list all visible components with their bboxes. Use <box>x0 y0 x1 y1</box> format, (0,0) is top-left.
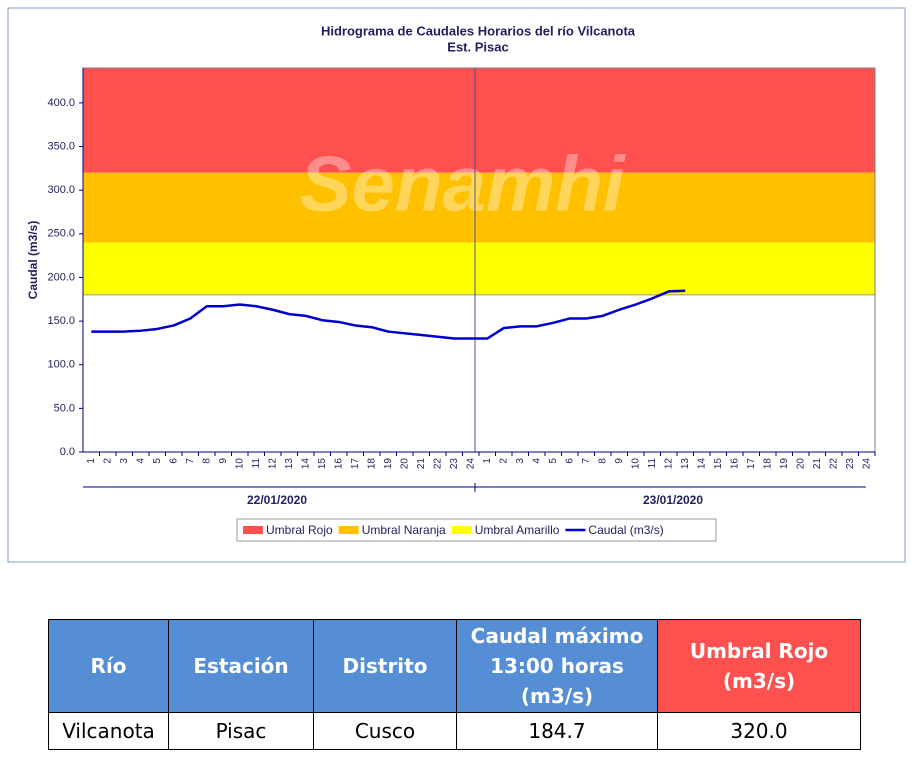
header-cell: Estación <box>168 619 314 713</box>
cell: Pisac <box>168 712 314 750</box>
chart-subtitle: Est. Pisac <box>447 39 508 54</box>
x-tick-label: 19 <box>383 458 394 470</box>
x-tick-label: 24 <box>862 458 873 470</box>
x-tick-label: 2 <box>499 458 510 464</box>
data-row: Vilcanota Pisac Cusco 184.7 320.0 <box>48 712 861 750</box>
x-tick-label: 20 <box>400 458 411 470</box>
x-tick-label: 9 <box>614 458 625 464</box>
chart: Hidrograma de Caudales Horarios del río … <box>7 7 906 563</box>
x-tick-label: 14 <box>697 458 708 470</box>
header-cell: Distrito <box>313 619 457 713</box>
x-tick-label: 3 <box>515 458 526 464</box>
x-tick-label: 7 <box>185 458 196 464</box>
legend-box <box>236 518 717 542</box>
threshold-band <box>83 172 875 243</box>
x-tick-label: 14 <box>301 458 312 470</box>
x-tick-label: 12 <box>664 458 675 470</box>
chart-title: Hidrograma de Caudales Horarios del río … <box>321 23 636 38</box>
y-tick-label: 50.0 <box>54 402 75 414</box>
legend-swatch <box>338 526 359 534</box>
x-tick-label: 13 <box>680 458 691 470</box>
x-tick-label: 4 <box>532 458 543 464</box>
x-tick-label: 23 <box>449 458 460 470</box>
x-tick-label: 11 <box>251 458 262 469</box>
cell: 184.7 <box>456 712 658 750</box>
x-tick-label: 16 <box>730 458 741 470</box>
x-tick-label: 8 <box>202 458 213 464</box>
data-line <box>91 289 686 340</box>
x-tick-label: 12 <box>268 458 279 470</box>
legend-swatch <box>243 526 263 534</box>
x-tick-label: 10 <box>631 458 642 470</box>
x-tick-label: 15 <box>317 458 328 470</box>
header-cell: Caudal máximo 13:00 horas (m3/s) <box>456 619 658 713</box>
x-tick-label: 13 <box>284 458 295 470</box>
day-label: 22/01/2020 <box>247 493 307 507</box>
x-tick-label: 24 <box>466 458 477 470</box>
x-tick-label: 3 <box>119 458 130 464</box>
x-tick-label: 2 <box>103 458 114 464</box>
x-tick-label: 22 <box>433 458 444 470</box>
x-tick-label: 6 <box>565 458 576 464</box>
x-tick-label: 10 <box>235 458 246 470</box>
cell: Cusco <box>313 712 457 750</box>
y-axis-label: Caudal (m3/s) <box>26 221 40 300</box>
y-tick-label: 0.0 <box>60 446 75 458</box>
threshold-band <box>83 68 875 173</box>
x-tick-label: 16 <box>334 458 345 470</box>
legend-swatch <box>451 526 472 534</box>
legend-label: Umbral Naranja <box>362 523 446 537</box>
day-label: 23/01/2020 <box>643 493 703 507</box>
y-tick-label: 150.0 <box>47 315 75 327</box>
x-tick-label: 9 <box>218 458 229 464</box>
y-tick-label: 100.0 <box>47 359 75 371</box>
legend-label: Umbral Amarillo <box>475 523 560 537</box>
cell: Vilcanota <box>48 712 169 750</box>
x-tick-label: 1 <box>86 458 97 464</box>
header-row: Río Estación Distrito Caudal máximo 13:0… <box>48 619 861 713</box>
x-tick-label: 11 <box>647 458 658 469</box>
x-tick-label: 7 <box>581 458 592 464</box>
x-tick-label: 1 <box>482 458 493 464</box>
legend-label: Caudal (m3/s) <box>588 523 663 537</box>
x-tick-label: 23 <box>845 458 856 470</box>
x-tick-label: 19 <box>779 458 790 470</box>
x-tick-label: 4 <box>136 458 147 464</box>
x-tick-label: 6 <box>169 458 180 464</box>
x-tick-label: 20 <box>796 458 807 470</box>
x-tick-label: 21 <box>812 458 823 470</box>
y-tick-label: 250.0 <box>47 228 75 240</box>
y-tick-label: 400.0 <box>47 97 75 109</box>
y-tick-label: 350.0 <box>47 140 75 152</box>
x-tick-label: 5 <box>548 458 559 464</box>
cell: 320.0 <box>657 712 861 750</box>
x-tick-label: 18 <box>367 458 378 470</box>
x-tick-label: 8 <box>598 458 609 464</box>
x-tick-label: 17 <box>746 458 757 470</box>
header-cell: Umbral Rojo (m3/s) <box>657 619 861 713</box>
legend-label: Umbral Rojo <box>266 523 333 537</box>
x-tick-label: 5 <box>152 458 163 464</box>
x-tick-label: 15 <box>713 458 724 470</box>
header-cell: Río <box>48 619 169 713</box>
legend: Umbral Rojo Umbral Naranja Umbral Amarillo… <box>236 518 717 542</box>
x-tick-label: 22 <box>829 458 840 470</box>
y-tick-label: 300.0 <box>47 184 75 196</box>
x-tick-label: 21 <box>416 458 427 470</box>
summary-table: Río Estación Distrito Caudal máximo 13:0… <box>48 619 861 750</box>
threshold-band <box>83 242 875 295</box>
watermark: Senamhi <box>299 140 625 228</box>
y-tick-label: 200.0 <box>47 271 75 283</box>
x-tick-label: 18 <box>763 458 774 470</box>
x-tick-label: 17 <box>350 458 361 470</box>
